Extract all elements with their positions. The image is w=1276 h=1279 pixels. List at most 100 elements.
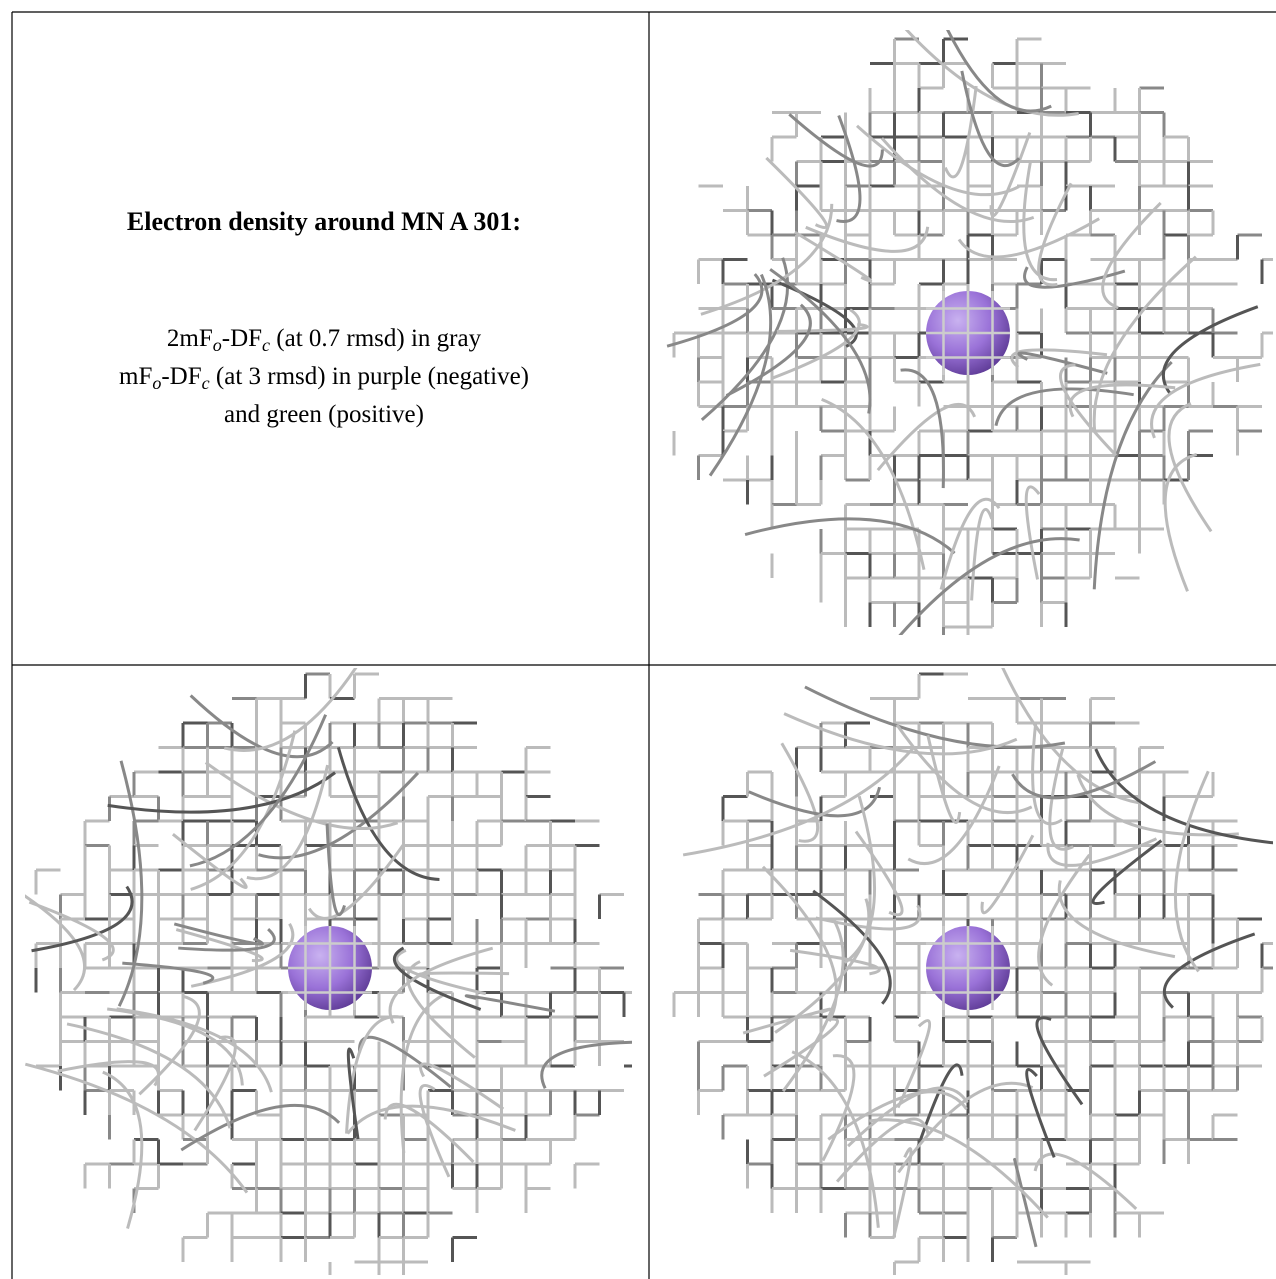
text-run: and green (positive)	[224, 401, 424, 428]
subscript: o	[213, 335, 222, 355]
mesh-curve	[31, 885, 134, 953]
mesh-curve	[107, 771, 336, 814]
mesh-curve	[190, 730, 297, 891]
mesh-curve	[540, 1040, 632, 1089]
mesh-curve	[1173, 770, 1210, 973]
mesh-curve	[1092, 255, 1197, 432]
mesh-curve	[1033, 1152, 1138, 1210]
caption-line: and green (positive)	[224, 401, 424, 428]
mesh-curve	[794, 230, 873, 283]
mesh-curve	[1046, 837, 1158, 867]
mesh-curve	[1092, 360, 1173, 590]
mesh-curve	[788, 113, 884, 168]
mesh-curve	[791, 1050, 880, 1228]
mesh-curve	[900, 368, 945, 489]
mesh-curve	[994, 387, 1134, 427]
mesh-curve	[989, 131, 1032, 218]
mesh-curve	[418, 1084, 451, 1178]
mesh-curve	[417, 971, 510, 979]
mesh-curve	[189, 714, 328, 868]
mesh-curve	[1094, 748, 1273, 845]
mesh-curve	[117, 760, 144, 1007]
mesh-curve	[780, 742, 819, 843]
mesh-curve	[926, 734, 962, 824]
mesh-curve	[946, 30, 1052, 113]
mesh-curve	[1010, 348, 1108, 369]
text-run: -DF	[161, 363, 201, 390]
mesh-curve	[682, 747, 915, 857]
mesh-curve	[744, 517, 956, 555]
mesh-curve	[395, 948, 487, 996]
mesh-curve	[1048, 746, 1074, 851]
mesh-curve	[761, 865, 838, 1022]
mesh-curve	[765, 156, 828, 230]
mesh-curve	[325, 823, 346, 917]
subscript: c	[262, 335, 270, 355]
mesh-curve	[835, 1117, 930, 1183]
mesh-curve	[892, 1147, 913, 1238]
mesh-curve	[171, 832, 248, 889]
mesh-curve	[805, 225, 930, 253]
mesh-curve	[138, 995, 201, 1096]
mesh-curve	[406, 960, 476, 1059]
text-run: 2mF	[167, 325, 213, 352]
mesh-curve	[1017, 351, 1108, 375]
mesh-curve	[116, 1007, 273, 1093]
mesh-curve	[28, 900, 115, 962]
mesh-curve	[666, 273, 764, 348]
mesh-curve	[25, 1062, 249, 1194]
mesh-curve	[1011, 760, 1157, 800]
mesh-curve	[178, 928, 276, 952]
mesh-curve	[939, 497, 1001, 590]
mesh-curve	[776, 322, 869, 333]
caption-title: Electron density around MN A 301:	[127, 207, 521, 236]
mesh-curve	[1101, 201, 1162, 310]
mesh-curve	[898, 537, 1080, 635]
mesh-curve	[821, 397, 926, 570]
mesh-curve	[383, 1102, 475, 1163]
mesh-curve	[66, 1022, 232, 1129]
mesh-curve	[336, 746, 440, 881]
mesh-curve	[957, 217, 1100, 259]
mesh-curve	[419, 1062, 505, 1111]
mesh-curve	[180, 1103, 341, 1152]
mesh-curve	[1057, 880, 1176, 959]
mesh-curve	[880, 137, 1035, 223]
mesh-curve	[1024, 485, 1041, 580]
mesh-curve	[812, 889, 892, 1005]
mesh-curve	[1025, 1068, 1056, 1158]
mesh-curve	[246, 764, 330, 881]
mesh-curve	[1037, 182, 1073, 287]
mesh-curve	[358, 1035, 452, 1089]
mesh-curve	[1035, 1016, 1084, 1106]
mesh-curve	[25, 894, 86, 992]
mesh-curve	[1161, 305, 1259, 395]
mesh-curve	[904, 30, 1079, 117]
mesh-curve	[772, 308, 861, 380]
mesh-curve	[1163, 453, 1198, 592]
mesh-curve	[122, 961, 215, 985]
subscript: c	[202, 373, 210, 393]
mesh-curve	[189, 694, 334, 759]
mesh-curve	[346, 1047, 360, 1140]
mesh-curve	[175, 928, 264, 963]
mesh-curve	[1013, 1157, 1038, 1248]
mesh-curve	[769, 268, 872, 414]
mesh-curve	[763, 1017, 839, 1078]
mesh-curve	[907, 765, 1001, 865]
mesh-curve	[346, 1104, 516, 1135]
mesh-curve	[836, 114, 862, 223]
mesh-curve	[821, 1054, 856, 1162]
density-panel	[666, 30, 1273, 635]
mesh-curve	[1031, 721, 1063, 826]
text-run: -DF	[222, 325, 262, 352]
mesh-curve	[1023, 266, 1126, 289]
mesh-curve	[843, 795, 877, 964]
mesh-curve	[943, 85, 978, 179]
mesh-curve	[980, 834, 1035, 915]
mesh-curve	[193, 1035, 237, 1132]
mesh-curve	[847, 1086, 969, 1148]
mesh-curve	[173, 922, 264, 946]
